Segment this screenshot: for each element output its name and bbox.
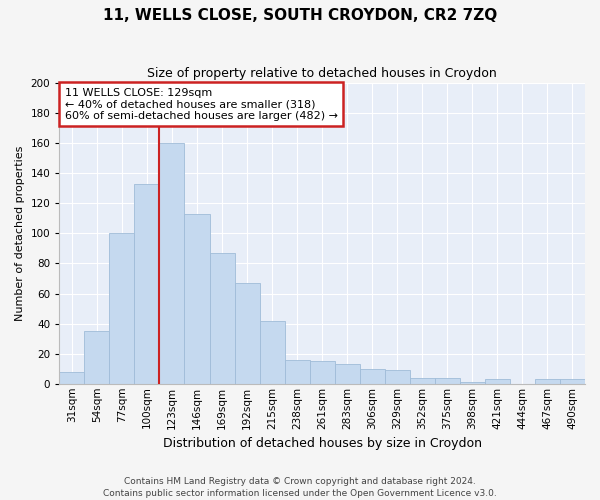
Text: Contains HM Land Registry data © Crown copyright and database right 2024.
Contai: Contains HM Land Registry data © Crown c… <box>103 476 497 498</box>
Bar <box>209 253 235 384</box>
Bar <box>310 361 335 384</box>
Bar <box>134 184 160 384</box>
Bar <box>284 360 310 384</box>
Title: Size of property relative to detached houses in Croydon: Size of property relative to detached ho… <box>147 68 497 80</box>
Bar <box>435 378 460 384</box>
Bar <box>109 234 134 384</box>
Bar <box>260 320 284 384</box>
Bar <box>360 368 385 384</box>
Bar <box>59 372 85 384</box>
Bar <box>335 364 360 384</box>
Y-axis label: Number of detached properties: Number of detached properties <box>15 146 25 321</box>
Bar <box>184 214 209 384</box>
Bar <box>485 380 510 384</box>
Text: 11, WELLS CLOSE, SOUTH CROYDON, CR2 7ZQ: 11, WELLS CLOSE, SOUTH CROYDON, CR2 7ZQ <box>103 8 497 22</box>
Bar <box>535 380 560 384</box>
Bar <box>85 331 109 384</box>
Bar <box>410 378 435 384</box>
X-axis label: Distribution of detached houses by size in Croydon: Distribution of detached houses by size … <box>163 437 482 450</box>
Bar <box>460 382 485 384</box>
Text: 11 WELLS CLOSE: 129sqm
← 40% of detached houses are smaller (318)
60% of semi-de: 11 WELLS CLOSE: 129sqm ← 40% of detached… <box>65 88 338 121</box>
Bar <box>160 143 184 384</box>
Bar <box>560 380 585 384</box>
Bar <box>385 370 410 384</box>
Bar <box>235 283 260 384</box>
